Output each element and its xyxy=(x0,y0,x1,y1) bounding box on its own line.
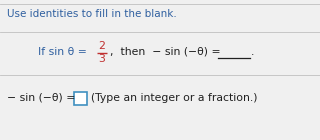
Text: − sin (−θ) =: − sin (−θ) = xyxy=(7,93,79,103)
Text: 3: 3 xyxy=(99,54,105,64)
Text: (Type an integer or a fraction.): (Type an integer or a fraction.) xyxy=(91,93,258,103)
Bar xyxy=(74,92,87,104)
Text: .: . xyxy=(251,47,254,57)
Text: Use identities to fill in the blank.: Use identities to fill in the blank. xyxy=(7,9,177,19)
Text: ,  then  − sin (−θ) =: , then − sin (−θ) = xyxy=(110,47,224,57)
Text: 2: 2 xyxy=(99,41,105,51)
Text: If sin θ =: If sin θ = xyxy=(38,47,90,57)
